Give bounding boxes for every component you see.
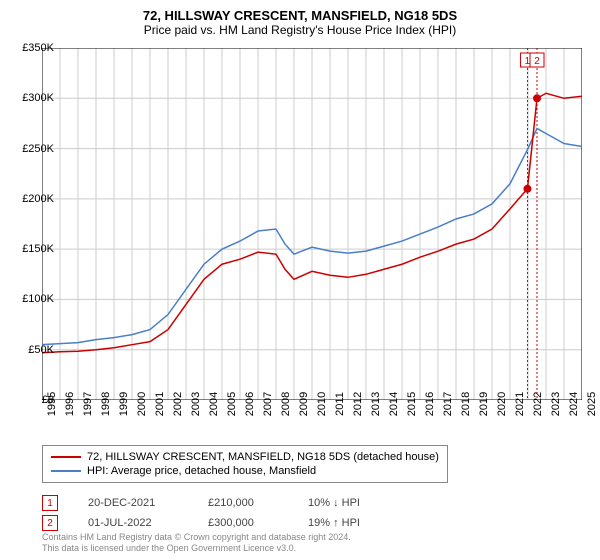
transaction-pct-vs-hpi: 19% ↑ HPI [308, 517, 360, 529]
legend-label: HPI: Average price, detached house, Mans… [87, 465, 316, 477]
legend: 72, HILLSWAY CRESCENT, MANSFIELD, NG18 5… [42, 445, 448, 483]
svg-text:2: 2 [534, 56, 540, 67]
transaction-pct-vs-hpi: 10% ↓ HPI [308, 497, 360, 509]
footer-licence: This data is licensed under the Open Gov… [42, 543, 351, 554]
transaction-row: 2 01-JUL-2022 £300,000 19% ↑ HPI [42, 513, 360, 533]
transaction-row: 1 20-DEC-2021 £210,000 10% ↓ HPI [42, 493, 360, 513]
transaction-date: 01-JUL-2022 [88, 517, 178, 529]
legend-swatch [51, 456, 81, 458]
transaction-marker: 1 [42, 495, 58, 511]
legend-label: 72, HILLSWAY CRESCENT, MANSFIELD, NG18 5… [87, 451, 439, 463]
transaction-price: £300,000 [208, 517, 278, 529]
chart-plot-area: 12 [42, 48, 582, 400]
footer-copyright: Contains HM Land Registry data © Crown c… [42, 532, 351, 543]
chart-svg: 12 [42, 48, 582, 400]
transaction-marker: 2 [42, 515, 58, 531]
transaction-date: 20-DEC-2021 [88, 497, 178, 509]
legend-item: HPI: Average price, detached house, Mans… [51, 464, 439, 478]
chart-container: 72, HILLSWAY CRESCENT, MANSFIELD, NG18 5… [0, 0, 600, 560]
legend-item: 72, HILLSWAY CRESCENT, MANSFIELD, NG18 5… [51, 450, 439, 464]
chart-title: 72, HILLSWAY CRESCENT, MANSFIELD, NG18 5… [0, 0, 600, 23]
chart-subtitle: Price paid vs. HM Land Registry's House … [0, 23, 600, 41]
legend-swatch [51, 470, 81, 472]
footer: Contains HM Land Registry data © Crown c… [42, 532, 351, 554]
transaction-price: £210,000 [208, 497, 278, 509]
transactions-table: 1 20-DEC-2021 £210,000 10% ↓ HPI 2 01-JU… [42, 493, 360, 533]
